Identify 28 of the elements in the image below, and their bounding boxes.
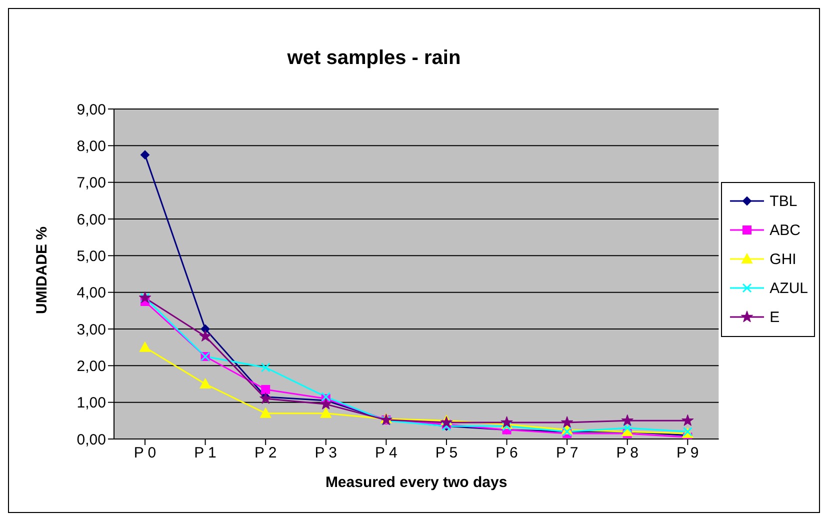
chart-title: wet samples - rain [286, 47, 462, 70]
x-tick-label: P 9 [676, 444, 699, 462]
x-tick-label: P 2 [254, 444, 277, 462]
y-tick-label: 7,00 [76, 174, 106, 192]
y-tick-label: 2,00 [76, 358, 106, 375]
y-axis-title: UMIDADE % [33, 226, 50, 314]
x-tick-label: P 3 [314, 444, 338, 462]
legend-label: E [770, 308, 780, 326]
y-tick-label: 6,00 [76, 211, 106, 228]
x-tick-label: P 5 [435, 444, 458, 462]
x-tick-label: P 1 [194, 444, 216, 462]
y-tick-label: 8,00 [76, 138, 106, 155]
y-tick-label: 1,00 [76, 394, 106, 412]
x-tick-label: P 7 [556, 444, 578, 462]
legend-label: GHI [770, 250, 796, 268]
x-axis-title: Measured every two days [325, 474, 508, 491]
x-tick-label: P 4 [375, 444, 398, 462]
x-tick-label: P 6 [496, 444, 518, 462]
y-tick-label: 3,00 [76, 321, 106, 338]
y-tick-label: 4,00 [76, 284, 106, 302]
y-tick-label: 5,00 [76, 248, 106, 265]
x-tick-label: P 0 [134, 444, 156, 462]
y-tick-label: 0,00 [76, 431, 106, 448]
legend-label: ABC [770, 222, 800, 238]
y-tick-label: 9,00 [76, 101, 106, 118]
legend-label: TBL [770, 192, 798, 210]
x-tick-label: P 8 [616, 444, 638, 462]
legend-label: AZUL [770, 280, 808, 296]
